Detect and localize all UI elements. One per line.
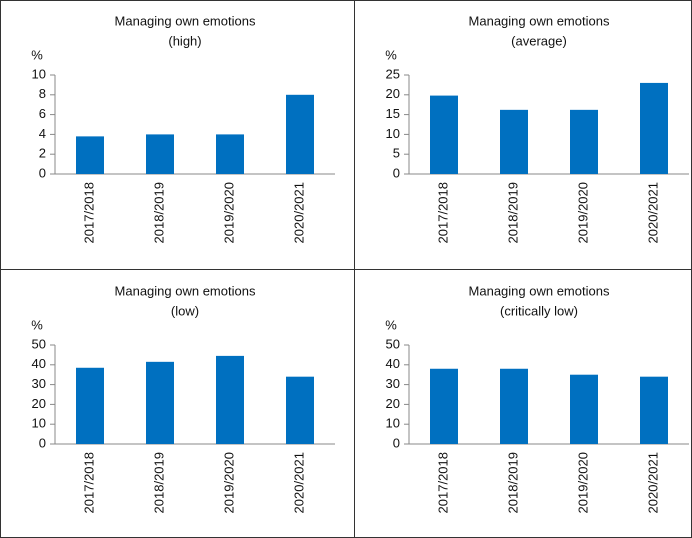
bar <box>500 368 528 444</box>
y-tick-label: 50 <box>386 336 400 351</box>
y-tick-label: 2 <box>39 146 46 161</box>
x-tick-label: 2020/2021 <box>645 452 660 513</box>
chart-subtitle: (high) <box>168 33 201 48</box>
y-tick-label: 10 <box>32 416 46 431</box>
chart-title: Managing own emotions <box>115 13 256 28</box>
bar <box>216 134 244 174</box>
bar <box>286 94 314 174</box>
chart-subtitle: (low) <box>171 303 199 318</box>
x-tick-label: 2017/2018 <box>435 452 450 513</box>
x-tick-label: 2018/2019 <box>505 452 520 513</box>
bar <box>146 134 174 174</box>
bar <box>216 355 244 444</box>
chart-subtitle: (average) <box>511 33 567 48</box>
y-tick-label: 25 <box>386 66 400 81</box>
x-tick-label: 2019/2020 <box>221 452 236 513</box>
chart-title: Managing own emotions <box>469 13 610 28</box>
y-tick-label: 20 <box>32 396 46 411</box>
y-tick-label: 20 <box>386 86 400 101</box>
bar <box>76 136 104 174</box>
bar <box>500 109 528 174</box>
y-tick-label: 4 <box>39 126 46 141</box>
x-tick-label: 2017/2018 <box>81 452 96 513</box>
x-tick-label: 2017/2018 <box>435 182 450 243</box>
y-tick-label: 20 <box>386 396 400 411</box>
y-tick-label: 6 <box>39 106 46 121</box>
y-axis-label: % <box>31 47 43 62</box>
y-tick-label: 0 <box>39 435 46 450</box>
x-tick-label: 2020/2021 <box>291 452 306 513</box>
x-tick-label: 2019/2020 <box>575 182 590 243</box>
y-tick-label: 40 <box>386 356 400 371</box>
chart-title: Managing own emotions <box>115 283 256 298</box>
y-tick-label: 50 <box>32 336 46 351</box>
x-tick-label: 2018/2019 <box>151 452 166 513</box>
y-tick-label: 40 <box>32 356 46 371</box>
y-tick-label: 10 <box>386 416 400 431</box>
x-tick-label: 2020/2021 <box>645 182 660 243</box>
bar <box>430 368 458 444</box>
chart-subtitle: (critically low) <box>500 303 578 318</box>
bar <box>570 109 598 174</box>
y-axis-label: % <box>385 47 397 62</box>
x-tick-label: 2017/2018 <box>81 182 96 243</box>
y-tick-label: 15 <box>386 106 400 121</box>
x-tick-label: 2019/2020 <box>221 182 236 243</box>
x-tick-label: 2018/2019 <box>505 182 520 243</box>
y-tick-label: 0 <box>39 165 46 180</box>
x-tick-label: 2019/2020 <box>575 452 590 513</box>
y-axis-label: % <box>31 317 43 332</box>
y-tick-label: 30 <box>386 376 400 391</box>
bar <box>76 367 104 444</box>
x-tick-label: 2018/2019 <box>151 182 166 243</box>
y-tick-label: 30 <box>32 376 46 391</box>
bar <box>286 376 314 444</box>
y-tick-label: 8 <box>39 86 46 101</box>
y-tick-label: 10 <box>32 66 46 81</box>
bar <box>640 376 668 444</box>
y-tick-label: 5 <box>393 146 400 161</box>
bar <box>430 95 458 174</box>
y-tick-label: 0 <box>393 435 400 450</box>
y-tick-label: 10 <box>386 126 400 141</box>
chart-title: Managing own emotions <box>469 283 610 298</box>
bar <box>570 374 598 444</box>
x-tick-label: 2020/2021 <box>291 182 306 243</box>
y-axis-label: % <box>385 317 397 332</box>
bar <box>146 361 174 444</box>
y-tick-label: 0 <box>393 165 400 180</box>
bar <box>640 82 668 174</box>
